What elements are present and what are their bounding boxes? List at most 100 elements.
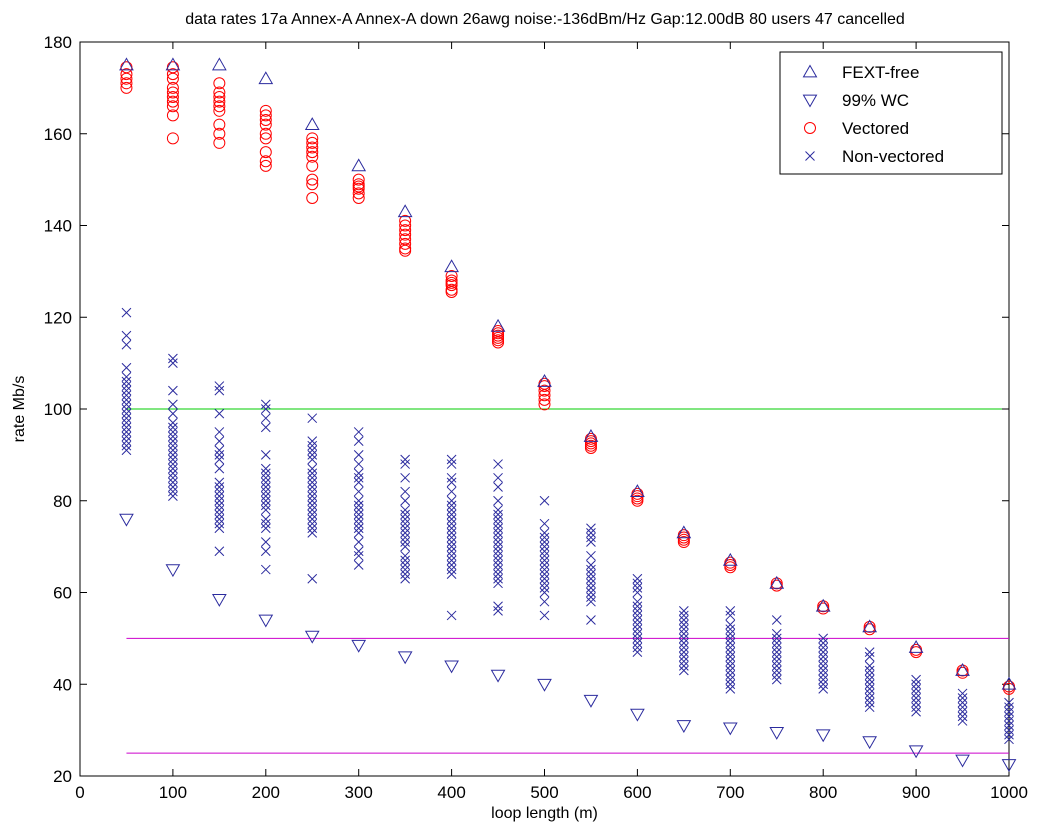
x-marker <box>864 702 875 713</box>
x-marker <box>168 459 178 469</box>
x-tick-label: 600 <box>623 783 651 802</box>
x-marker <box>121 427 132 437</box>
triangle-down-marker <box>490 669 506 683</box>
circle-marker <box>399 228 412 241</box>
x-marker <box>1004 729 1014 740</box>
x-marker <box>214 381 225 391</box>
x-marker <box>632 601 643 612</box>
x-marker <box>353 468 364 479</box>
circle-marker <box>306 146 319 159</box>
x-marker <box>1004 734 1014 745</box>
x-marker <box>214 486 225 497</box>
x-marker <box>725 605 736 616</box>
x-marker <box>260 472 271 483</box>
x-marker <box>353 550 364 561</box>
x-marker <box>307 523 318 534</box>
x-marker <box>400 505 411 515</box>
x-marker <box>446 505 457 515</box>
x-tick-label: 300 <box>345 783 373 802</box>
triangle-down-marker <box>862 736 878 750</box>
x-marker <box>121 422 132 433</box>
x-marker <box>446 610 457 621</box>
x-marker <box>400 514 411 524</box>
x-marker <box>307 477 318 488</box>
series-fext-free <box>119 57 1017 690</box>
x-marker <box>446 518 457 529</box>
x-marker <box>307 440 318 451</box>
x-marker <box>400 569 411 580</box>
x-marker <box>539 573 550 584</box>
x-marker <box>353 472 364 483</box>
triangle-down-marker <box>304 630 320 644</box>
circle-marker <box>724 561 737 574</box>
x-marker <box>260 413 271 424</box>
y-tick-label: 100 <box>44 400 72 419</box>
x-marker <box>168 468 178 479</box>
x-marker <box>307 573 318 584</box>
x-marker <box>771 615 782 625</box>
x-marker <box>632 633 643 644</box>
x-marker <box>632 610 643 621</box>
x-marker <box>864 674 875 685</box>
circle-marker <box>213 127 226 140</box>
x-marker <box>818 651 829 662</box>
circle-marker <box>399 237 412 250</box>
y-tick-label: 140 <box>44 217 72 236</box>
x-marker <box>168 482 178 492</box>
x-marker <box>307 486 318 497</box>
x-marker <box>168 436 178 446</box>
x-marker <box>121 339 132 350</box>
x-marker <box>539 587 550 598</box>
x-marker <box>493 495 503 506</box>
x-marker <box>260 495 271 506</box>
x-marker <box>493 546 503 557</box>
circle-marker <box>213 104 226 117</box>
x-marker <box>307 491 318 502</box>
x-marker <box>168 477 178 488</box>
circle-marker <box>445 286 458 299</box>
axes: 0 100 200 300 400 500 600 700 800 900 1000 20 40 60 80… <box>44 33 1028 802</box>
x-marker <box>353 514 364 524</box>
x-marker <box>400 550 411 561</box>
circle-marker <box>120 72 133 85</box>
circle-marker <box>213 86 226 99</box>
circle-marker <box>166 86 179 99</box>
circle-marker <box>677 536 690 549</box>
x-marker <box>911 679 921 690</box>
triangle-up-marker <box>1001 676 1017 690</box>
legend-label: Non-vectored <box>842 147 944 166</box>
x-marker <box>539 541 550 552</box>
x-axis-label: loop length (m) <box>491 805 598 822</box>
x-marker <box>446 564 457 575</box>
x-marker <box>911 697 921 708</box>
x-marker <box>818 633 829 644</box>
triangle-up-marker <box>211 57 227 71</box>
x-marker <box>493 564 503 575</box>
x-marker <box>864 688 875 699</box>
x-marker <box>353 427 364 437</box>
legend-marker <box>804 122 816 134</box>
x-marker <box>446 528 457 538</box>
triangle-down-marker <box>351 639 367 653</box>
x-marker <box>353 537 364 547</box>
x-marker <box>214 518 225 529</box>
circle-marker <box>445 279 458 292</box>
x-marker <box>586 615 596 625</box>
circle-marker <box>352 191 365 204</box>
x-marker <box>260 537 271 547</box>
x-marker <box>353 459 364 469</box>
x-marker <box>446 495 457 506</box>
x-marker <box>121 417 132 428</box>
x-marker <box>121 431 132 442</box>
x-marker <box>214 509 225 520</box>
x-marker <box>353 477 364 488</box>
circle-marker <box>538 384 551 397</box>
x-marker <box>214 450 225 460</box>
triangle-up-marker <box>583 429 599 442</box>
x-marker <box>307 468 318 479</box>
x-tick-label: 800 <box>809 783 837 802</box>
triangle-up-marker <box>815 598 831 612</box>
circle-marker <box>259 159 272 172</box>
x-marker <box>260 514 271 524</box>
x-marker <box>678 624 689 635</box>
